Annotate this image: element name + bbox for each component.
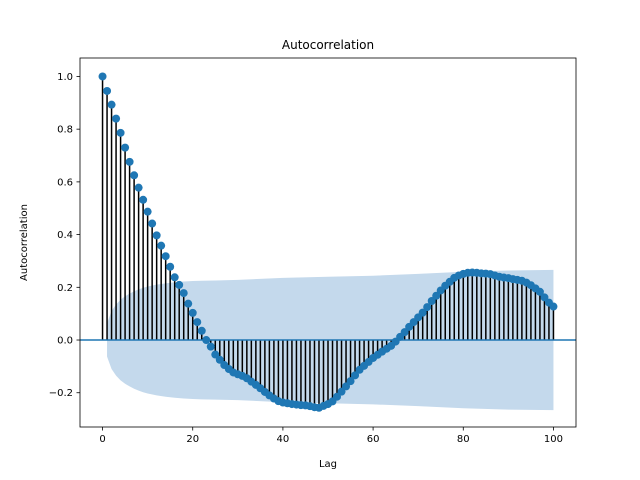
x-tick-label: 80 xyxy=(457,434,470,445)
acf-point xyxy=(540,293,549,302)
plot-frame xyxy=(79,57,577,428)
x-axis: 0 20 40 60 80 100 xyxy=(99,427,563,445)
acf-point xyxy=(130,171,139,180)
x-axis-title: Lag xyxy=(319,459,337,470)
y-tick-label: 0.6 xyxy=(57,177,73,188)
y-tick-label: 1.0 xyxy=(57,72,73,83)
y-tick-label: 0.4 xyxy=(57,230,73,241)
acf-point xyxy=(139,195,148,204)
x-tick-label: 0 xyxy=(99,434,105,445)
acf-point xyxy=(125,157,134,166)
acf-point xyxy=(166,262,175,271)
acf-point xyxy=(549,302,558,311)
acf-point xyxy=(148,219,157,228)
acf-point xyxy=(351,371,360,380)
x-tick-label: 60 xyxy=(367,434,380,445)
acf-point xyxy=(197,326,206,335)
acf-point xyxy=(103,86,112,95)
acf-point xyxy=(346,377,355,386)
x-tick-label: 20 xyxy=(186,434,199,445)
marker-layer xyxy=(98,72,558,412)
acf-point xyxy=(98,72,107,81)
acf-point xyxy=(432,291,441,300)
acf-point xyxy=(157,241,166,250)
y-axis-title: Autocorrelation xyxy=(19,204,30,281)
acf-point xyxy=(161,252,170,261)
acf-point xyxy=(152,231,161,240)
acf-point xyxy=(107,100,116,109)
acf-point xyxy=(211,350,220,359)
acf-point xyxy=(134,183,143,192)
acf-point xyxy=(202,336,211,345)
acf-point xyxy=(175,280,184,289)
y-tick-label: −0.2 xyxy=(49,388,73,399)
chart-title: Autocorrelation xyxy=(282,38,374,52)
acf-point xyxy=(179,289,188,298)
acf-point xyxy=(215,355,224,364)
acf-point xyxy=(342,382,351,391)
acf-point xyxy=(423,303,432,312)
y-tick-label: 0.8 xyxy=(57,125,73,136)
y-axis: −0.2 0.0 0.2 0.4 0.6 0.8 1.0 xyxy=(49,72,80,399)
acf-point xyxy=(206,342,215,351)
acf-point xyxy=(535,287,544,296)
x-tick-label: 100 xyxy=(544,434,563,445)
acf-point xyxy=(337,387,346,396)
acf-point xyxy=(418,308,427,317)
acf-point xyxy=(116,128,125,137)
y-tick-label: 0.2 xyxy=(57,283,73,294)
acf-point xyxy=(188,308,197,317)
acf-point xyxy=(170,273,179,282)
x-tick-label: 40 xyxy=(277,434,290,445)
y-tick-label: 0.0 xyxy=(57,336,73,347)
acf-point xyxy=(184,299,193,308)
acf-point xyxy=(400,328,409,337)
acf-point xyxy=(427,297,436,306)
acf-point xyxy=(143,207,152,216)
acf-point xyxy=(193,318,202,327)
acf-point xyxy=(112,114,121,123)
acf-point xyxy=(121,143,130,152)
